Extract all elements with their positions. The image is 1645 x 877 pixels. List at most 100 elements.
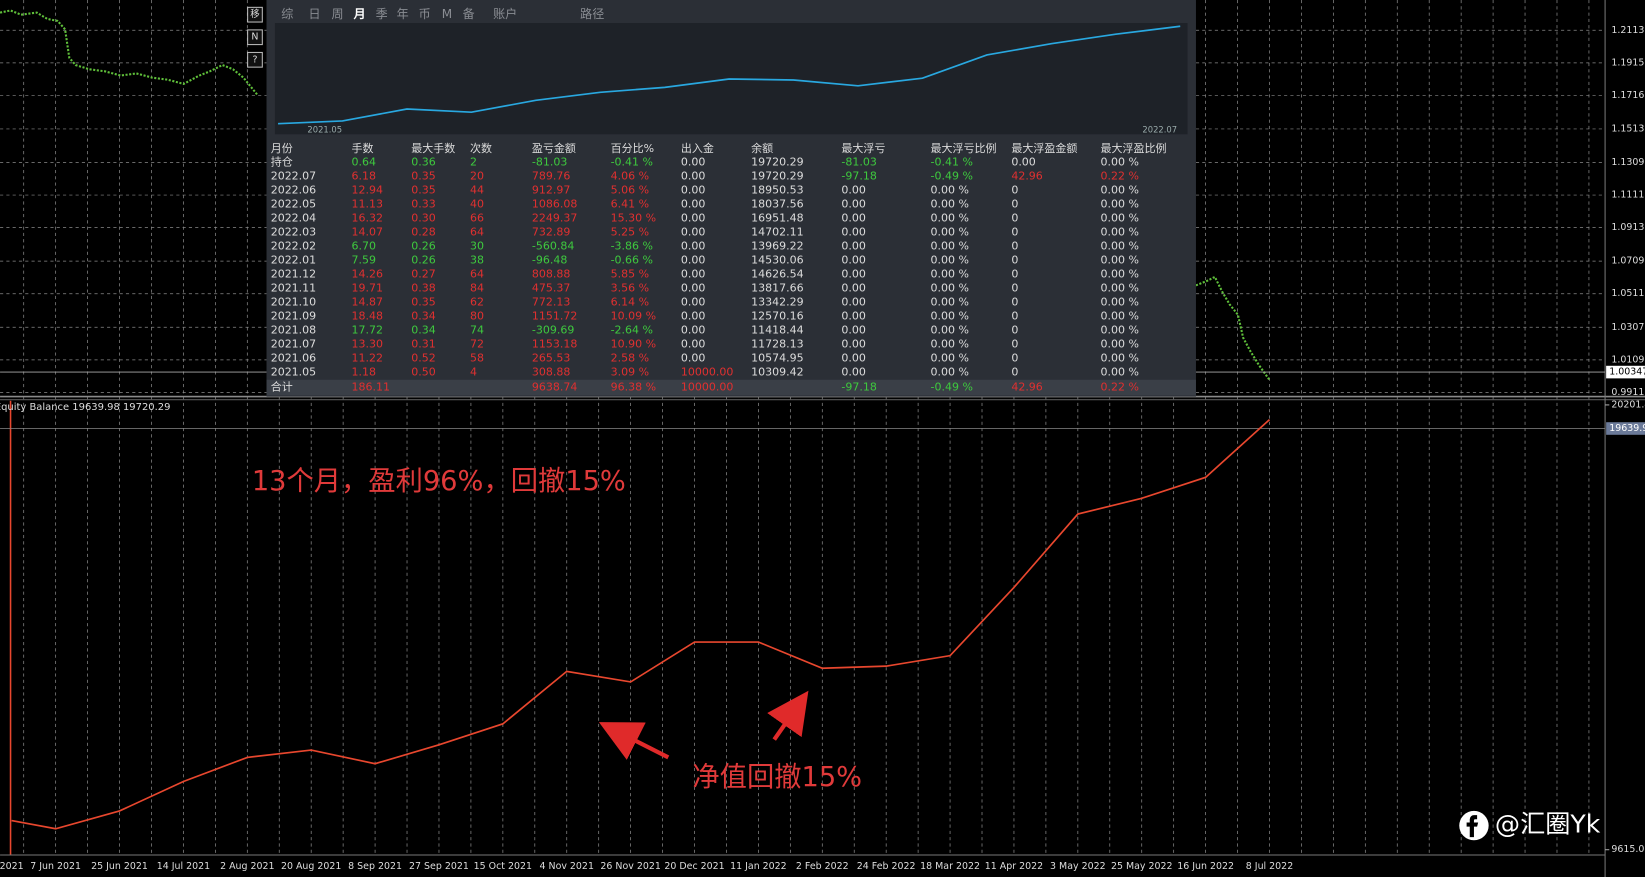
tab[interactable]: 备 bbox=[463, 7, 475, 21]
tab[interactable]: 月 bbox=[353, 7, 366, 21]
current-price-label: 1.00347 bbox=[1609, 367, 1645, 378]
table-cell: -3.86 % bbox=[611, 240, 653, 253]
tab[interactable]: 年 bbox=[397, 7, 409, 21]
table-cell: -0.49 % bbox=[931, 170, 973, 183]
table-cell: 10000.00 bbox=[681, 381, 733, 394]
table-cell: 40 bbox=[470, 198, 484, 211]
table-cell: 0.00 % bbox=[1100, 198, 1138, 211]
table-cell: 265.53 bbox=[532, 351, 571, 364]
table-cell: 0.00 % bbox=[931, 337, 969, 350]
tool-button[interactable] bbox=[247, 29, 263, 46]
tool-icon[interactable]: 移 bbox=[250, 8, 260, 20]
table-cell: 0 bbox=[1011, 295, 1018, 308]
table-cell: 0.26 bbox=[411, 253, 436, 266]
x-tick-label: 8 Jul 2022 bbox=[1246, 861, 1293, 872]
table-cell: 7.59 bbox=[351, 253, 375, 266]
table-cell: 10.90 % bbox=[611, 337, 656, 350]
tab[interactable]: 综 bbox=[281, 7, 293, 21]
table-cell: 16951.48 bbox=[751, 212, 804, 225]
table-cell: 38 bbox=[470, 253, 484, 266]
table-cell: 0.00 % bbox=[1100, 212, 1138, 225]
table-cell: 42.96 bbox=[1011, 381, 1043, 394]
table-cell: 0.00 bbox=[1011, 156, 1036, 169]
tab[interactable]: 季 bbox=[376, 7, 388, 21]
table-cell: 0.34 bbox=[411, 309, 436, 322]
table-cell: 0.31 bbox=[411, 337, 436, 350]
table-cell: 2022.04 bbox=[271, 212, 317, 225]
table-cell: 0.28 bbox=[411, 226, 436, 239]
table-cell: 0.33 bbox=[411, 198, 436, 211]
table-cell: 2022.02 bbox=[271, 240, 317, 253]
column-header: 盈亏金额 bbox=[532, 141, 576, 155]
current-price-box bbox=[1606, 365, 1645, 379]
table-cell: 1153.18 bbox=[532, 337, 578, 350]
table-cell: 80 bbox=[470, 309, 484, 322]
table-cell: 14.87 bbox=[351, 295, 383, 308]
x-tick-label: 20 Aug 2021 bbox=[281, 861, 341, 872]
x-tick-label: 15 Oct 2021 bbox=[474, 861, 532, 872]
arrow bbox=[598, 722, 670, 760]
table-cell: 10.09 % bbox=[611, 309, 656, 322]
table-cell: -81.03 bbox=[532, 156, 567, 169]
table-cell: 持仓 bbox=[271, 155, 293, 169]
table-cell: 808.88 bbox=[532, 267, 571, 280]
table-cell: 14.26 bbox=[351, 267, 383, 280]
table-cell: 912.97 bbox=[532, 184, 571, 197]
table-cell: 18950.53 bbox=[751, 184, 804, 197]
tab[interactable]: 币 bbox=[419, 7, 431, 21]
table-cell: 0.00 % bbox=[1100, 309, 1138, 322]
table-cell: 66 bbox=[470, 212, 484, 225]
tab[interactable]: 账户 bbox=[493, 6, 517, 21]
table-cell: 0.52 bbox=[411, 351, 436, 364]
table-cell: 0.00 bbox=[841, 337, 866, 350]
tab[interactable]: 周 bbox=[332, 7, 344, 21]
table-cell: 308.88 bbox=[532, 365, 571, 378]
table-cell: 0.00 bbox=[681, 184, 705, 197]
table-cell: 6.14 % bbox=[611, 295, 649, 308]
table-cell: 74 bbox=[470, 323, 484, 336]
table-cell: 20 bbox=[470, 170, 484, 183]
table-cell: 18037.56 bbox=[751, 198, 804, 211]
table-cell: 2022.07 bbox=[271, 170, 317, 183]
table-cell: 0.00 bbox=[681, 295, 705, 308]
table-cell: 475.37 bbox=[532, 281, 571, 294]
table-cell: 0.00 % bbox=[1100, 253, 1138, 266]
table-cell: 0.00 bbox=[841, 267, 866, 280]
table-cell: 2022.05 bbox=[271, 198, 317, 211]
tool-icon[interactable]: ? bbox=[252, 54, 257, 65]
table-cell: 0.00 bbox=[841, 323, 866, 336]
table-cell: 2021.06 bbox=[271, 351, 317, 364]
table-cell: 0.22 % bbox=[1100, 170, 1138, 183]
table-cell: 42.96 bbox=[1011, 170, 1043, 183]
table-cell: 0.64 bbox=[351, 156, 375, 169]
table-cell: 0.00 bbox=[681, 212, 705, 225]
tool-icon[interactable]: N bbox=[251, 32, 258, 43]
tab[interactable]: M bbox=[442, 7, 452, 21]
tab[interactable]: 日 bbox=[308, 7, 320, 21]
table-cell: 0.00 bbox=[681, 156, 705, 169]
column-header: 余额 bbox=[751, 141, 773, 155]
table-cell: 6.18 bbox=[351, 170, 375, 183]
table-cell: 10309.42 bbox=[751, 365, 804, 378]
table-cell: -97.18 bbox=[841, 381, 876, 394]
table-cell: 0.34 bbox=[411, 323, 436, 336]
tool-button[interactable] bbox=[247, 51, 263, 68]
table-cell: 96.38 % bbox=[611, 381, 656, 394]
tool-button[interactable] bbox=[247, 6, 263, 23]
table-cell: 789.76 bbox=[532, 170, 571, 183]
x-tick-label: 8 Sep 2021 bbox=[348, 861, 402, 872]
table-cell: 2 bbox=[470, 156, 477, 169]
table-cell: 0 bbox=[1011, 365, 1018, 378]
table-cell: 30 bbox=[470, 240, 484, 253]
table-cell: 0.36 bbox=[411, 156, 436, 169]
table-cell: 2249.37 bbox=[532, 212, 578, 225]
table-cell: 2.58 % bbox=[611, 351, 649, 364]
table-cell: 2021.09 bbox=[271, 309, 317, 322]
tab[interactable]: 路径 bbox=[580, 6, 604, 21]
table-cell: 0.00 bbox=[841, 198, 866, 211]
x-tick-label: 2 Feb 2022 bbox=[796, 861, 849, 872]
table-cell: 0.00 bbox=[681, 337, 705, 350]
table-cell: 0.22 % bbox=[1100, 381, 1138, 394]
column-header: 最大手数 bbox=[411, 141, 455, 155]
table-cell: 0 bbox=[1011, 267, 1018, 280]
